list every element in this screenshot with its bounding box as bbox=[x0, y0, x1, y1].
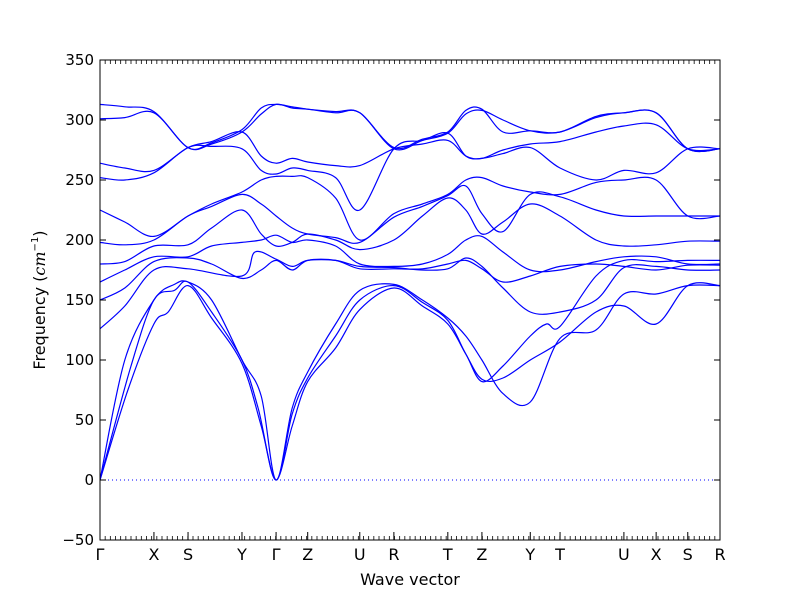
band-line-7 bbox=[100, 197, 720, 265]
x-tick-label: X bbox=[148, 545, 159, 564]
y-tick-label: 350 bbox=[65, 51, 94, 69]
x-tick-label: S bbox=[683, 545, 693, 564]
band-line-3 bbox=[100, 280, 720, 481]
band-line-1 bbox=[100, 258, 720, 481]
band-line-9 bbox=[100, 175, 720, 241]
x-tick-label: T bbox=[442, 545, 453, 564]
y-axis-label-close: ) bbox=[30, 230, 49, 236]
band-line-13 bbox=[100, 103, 720, 153]
y-tick-label: 250 bbox=[65, 171, 94, 189]
y-axis-label-text: Frequency ( bbox=[30, 276, 49, 370]
y-tick-label: 200 bbox=[65, 231, 94, 249]
y-axis-label-unit: cm bbox=[30, 251, 49, 275]
x-tick-label: Γ bbox=[96, 545, 105, 564]
x-minor-ticks bbox=[99, 60, 721, 540]
x-tick-label: S bbox=[183, 545, 193, 564]
band-line-5 bbox=[100, 257, 720, 301]
y-tick-label: 300 bbox=[65, 111, 94, 129]
x-tick-label: Z bbox=[302, 545, 313, 564]
band-line-12 bbox=[100, 103, 720, 153]
y-tick-label: −50 bbox=[62, 531, 94, 549]
x-tick-label: Y bbox=[524, 545, 535, 564]
x-axis-label: Wave vector bbox=[360, 570, 460, 589]
x-tick-label: U bbox=[618, 545, 630, 564]
plot-frame bbox=[99, 59, 721, 541]
y-axis-label: Frequency (cm−1) bbox=[30, 230, 49, 369]
x-tick-label: U bbox=[354, 545, 366, 564]
x-tick-label: R bbox=[714, 545, 725, 564]
x-tick-label: R bbox=[388, 545, 399, 564]
y-axis: −50 0 50 100 150 200 250 300 350 bbox=[62, 51, 720, 549]
x-tick-label: Y bbox=[236, 545, 247, 564]
x-tick-label: T bbox=[554, 545, 565, 564]
plot-area bbox=[100, 60, 720, 540]
x-tick-label: Z bbox=[476, 545, 487, 564]
phonon-bands bbox=[100, 103, 720, 481]
y-tick-label: 50 bbox=[75, 411, 94, 429]
y-axis-label-exp: −1 bbox=[30, 237, 41, 252]
x-tick-label: X bbox=[651, 545, 662, 564]
y-tick-label: 150 bbox=[65, 291, 94, 309]
y-tick-label: 0 bbox=[84, 471, 94, 489]
y-tick-label: 100 bbox=[65, 351, 94, 369]
band-line-8 bbox=[100, 184, 720, 246]
x-tick-label: Γ bbox=[272, 545, 281, 564]
band-line-6 bbox=[100, 234, 720, 283]
